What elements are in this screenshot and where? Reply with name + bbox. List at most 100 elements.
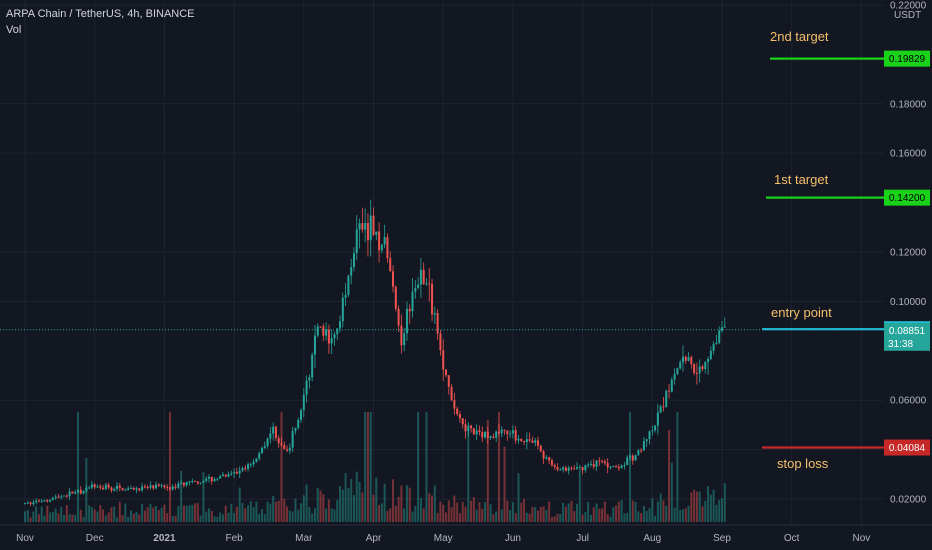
candle-body — [495, 431, 498, 438]
volume-bar — [587, 501, 590, 522]
candle-body — [712, 344, 715, 351]
volume-bar — [341, 489, 344, 522]
candle-body — [85, 487, 88, 492]
candle-body — [157, 484, 160, 486]
time-tick-label: May — [434, 533, 453, 544]
volume-bar — [670, 462, 673, 522]
candle-body — [302, 394, 305, 411]
volume-bar — [118, 501, 121, 522]
candle-body — [676, 368, 679, 375]
candle-body — [325, 329, 328, 336]
candle-body — [662, 406, 665, 408]
candle-body — [528, 439, 531, 441]
second-target-label: 2nd target — [770, 29, 829, 44]
candle-body — [311, 354, 314, 378]
candle-body — [525, 439, 528, 443]
candle-body — [539, 445, 542, 452]
candle-body — [40, 501, 43, 503]
volume-bar — [35, 506, 38, 522]
candle-body — [110, 487, 113, 491]
volume-bar — [205, 511, 208, 522]
volume-bar — [556, 513, 559, 522]
volume-bar — [155, 506, 158, 522]
volume-bar — [506, 500, 509, 522]
candle-body — [51, 497, 54, 500]
volume-bar — [481, 508, 484, 522]
time-tick-label: Apr — [366, 533, 382, 544]
volume-bar — [311, 513, 314, 522]
volume-bar — [316, 487, 319, 522]
candle-body — [723, 326, 726, 328]
volume-bar — [470, 500, 473, 522]
candle-body — [143, 486, 146, 488]
candle-body — [146, 487, 149, 489]
volume-bar — [32, 511, 35, 522]
candle-body — [74, 492, 77, 494]
volume-bar — [553, 516, 556, 522]
candle-body — [227, 473, 230, 477]
time-axis[interactable]: Nov Dec 2021 Feb Mar Apr May Jun Jul Aug Sep Oct Nov — [0, 524, 932, 544]
candle-body — [679, 362, 682, 369]
candle-body — [116, 485, 119, 490]
candle-body — [542, 451, 545, 459]
volume-bar — [615, 505, 618, 522]
volume-bar — [269, 503, 272, 522]
volume-bar — [266, 501, 269, 522]
level-lines — [0, 57, 884, 449]
volume-bar — [520, 502, 523, 522]
volume-bar — [116, 517, 119, 522]
volume-bar — [690, 492, 693, 522]
candle-body — [171, 486, 174, 490]
candle-body — [380, 244, 383, 251]
candle-body — [606, 463, 609, 468]
volume-bar — [701, 506, 704, 522]
volume-bar — [425, 412, 428, 522]
volume-bar — [171, 516, 174, 522]
volume-bar — [107, 512, 110, 522]
volume-indicator-label[interactable]: Vol — [6, 24, 22, 36]
candle-body — [104, 484, 107, 490]
candle-body — [433, 313, 436, 315]
volume-bar — [375, 477, 378, 522]
volume-bar — [417, 412, 420, 522]
candle-body — [523, 441, 526, 443]
volume-bar — [241, 502, 244, 522]
volume-bar — [286, 506, 289, 522]
time-tick-label: Aug — [643, 533, 661, 544]
volume-bar — [300, 503, 303, 522]
volume-bar — [355, 471, 358, 522]
candle-body — [194, 480, 197, 482]
volume-bar — [628, 412, 631, 522]
candle-body — [24, 503, 26, 505]
candle-body — [506, 430, 509, 434]
volume-bar — [174, 515, 177, 522]
volume-bar — [458, 513, 461, 522]
candle-body — [96, 486, 99, 488]
candle-body — [681, 356, 684, 363]
volume-bar — [645, 511, 648, 522]
price-axis[interactable]: 0.22000 0.18000 0.16000 0.12000 0.10000 0.060… — [884, 0, 932, 550]
candle-body — [185, 481, 188, 486]
candle-body — [436, 313, 439, 334]
volume-bar — [525, 512, 528, 522]
volume-bar — [63, 515, 66, 522]
candle-body — [319, 326, 322, 328]
candle-body — [470, 425, 473, 429]
candle-body — [598, 460, 601, 462]
chart-grid — [0, 0, 884, 525]
time-tick-label: Dec — [86, 533, 104, 544]
candle-body — [205, 478, 208, 481]
candle-body — [213, 479, 216, 482]
volume-bar — [330, 508, 333, 522]
candle-body — [509, 433, 512, 435]
volume-bar — [581, 514, 584, 522]
volume-bar — [659, 493, 662, 522]
candle-body — [339, 321, 342, 329]
candle-body — [141, 486, 144, 491]
volume-bar — [93, 509, 96, 522]
candle-body — [46, 500, 49, 502]
candle-body — [210, 476, 213, 482]
candle-body — [550, 460, 553, 466]
volume-bar — [182, 505, 185, 522]
